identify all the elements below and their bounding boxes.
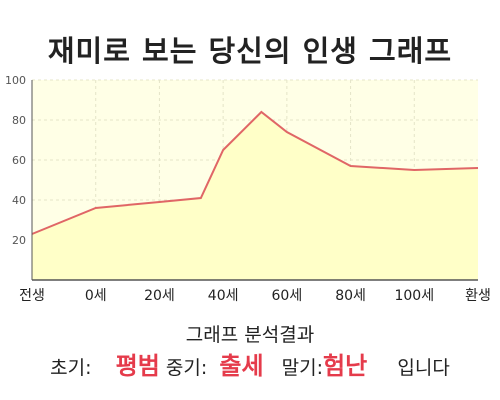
mid-label: 중기:: [165, 357, 208, 379]
y-tick-labels: 20 40 60 80 100: [5, 74, 26, 247]
x-tick-label: 40세: [208, 288, 239, 304]
chart-title: 재미로 보는 당신의 인생 그래프: [47, 34, 453, 68]
y-tick-label: 80: [12, 114, 26, 127]
y-tick-label: 40: [12, 194, 26, 207]
mid-value: 출세: [219, 352, 264, 380]
y-tick-label: 60: [12, 154, 26, 167]
late-label: 말기:: [281, 357, 324, 379]
y-tick-label: 20: [12, 234, 26, 247]
series-line: [31, 110, 479, 235]
early-label: 초기:: [50, 357, 92, 379]
x-tick-label: 20세: [144, 288, 175, 304]
late-value: 험난: [323, 352, 368, 380]
y-tick-label: 100: [5, 74, 26, 87]
early-value: 평범: [115, 352, 160, 380]
x-tick-label: 80세: [335, 288, 366, 304]
summary-line: 초기: 평범 중기: 출세 말기:험난 입니다: [0, 346, 500, 381]
summary-ending: 입니다: [397, 357, 450, 379]
x-tick-labels: 전생 0세 20세 40세 60세 80세 100세 환생: [19, 288, 491, 304]
x-tick-label: 60세: [272, 288, 303, 304]
x-tick-label: 100세: [394, 288, 434, 304]
x-tick-label: 전생: [19, 288, 45, 304]
area-fill: [32, 112, 478, 280]
x-tick-label: 환생: [465, 288, 491, 304]
x-tick-label: 0세: [85, 288, 107, 304]
summary-heading: 그래프 분석결과: [185, 324, 315, 346]
